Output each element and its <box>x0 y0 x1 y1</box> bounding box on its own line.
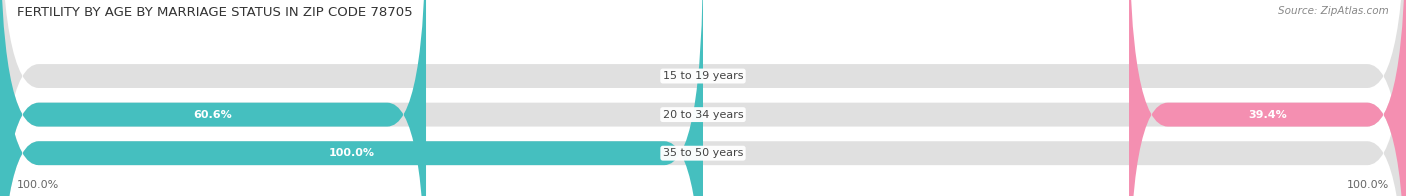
FancyBboxPatch shape <box>1129 0 1406 196</box>
Text: 20 to 34 years: 20 to 34 years <box>662 110 744 120</box>
Text: 39.4%: 39.4% <box>1249 110 1286 120</box>
Text: 100.0%: 100.0% <box>1347 180 1389 190</box>
Text: 100.0%: 100.0% <box>329 148 374 158</box>
Text: 15 to 19 years: 15 to 19 years <box>662 71 744 81</box>
Text: Source: ZipAtlas.com: Source: ZipAtlas.com <box>1278 6 1389 16</box>
FancyBboxPatch shape <box>0 0 426 196</box>
FancyBboxPatch shape <box>0 0 703 196</box>
Text: FERTILITY BY AGE BY MARRIAGE STATUS IN ZIP CODE 78705: FERTILITY BY AGE BY MARRIAGE STATUS IN Z… <box>17 6 412 19</box>
Text: 35 to 50 years: 35 to 50 years <box>662 148 744 158</box>
Text: 100.0%: 100.0% <box>17 180 59 190</box>
Text: 60.6%: 60.6% <box>194 110 232 120</box>
